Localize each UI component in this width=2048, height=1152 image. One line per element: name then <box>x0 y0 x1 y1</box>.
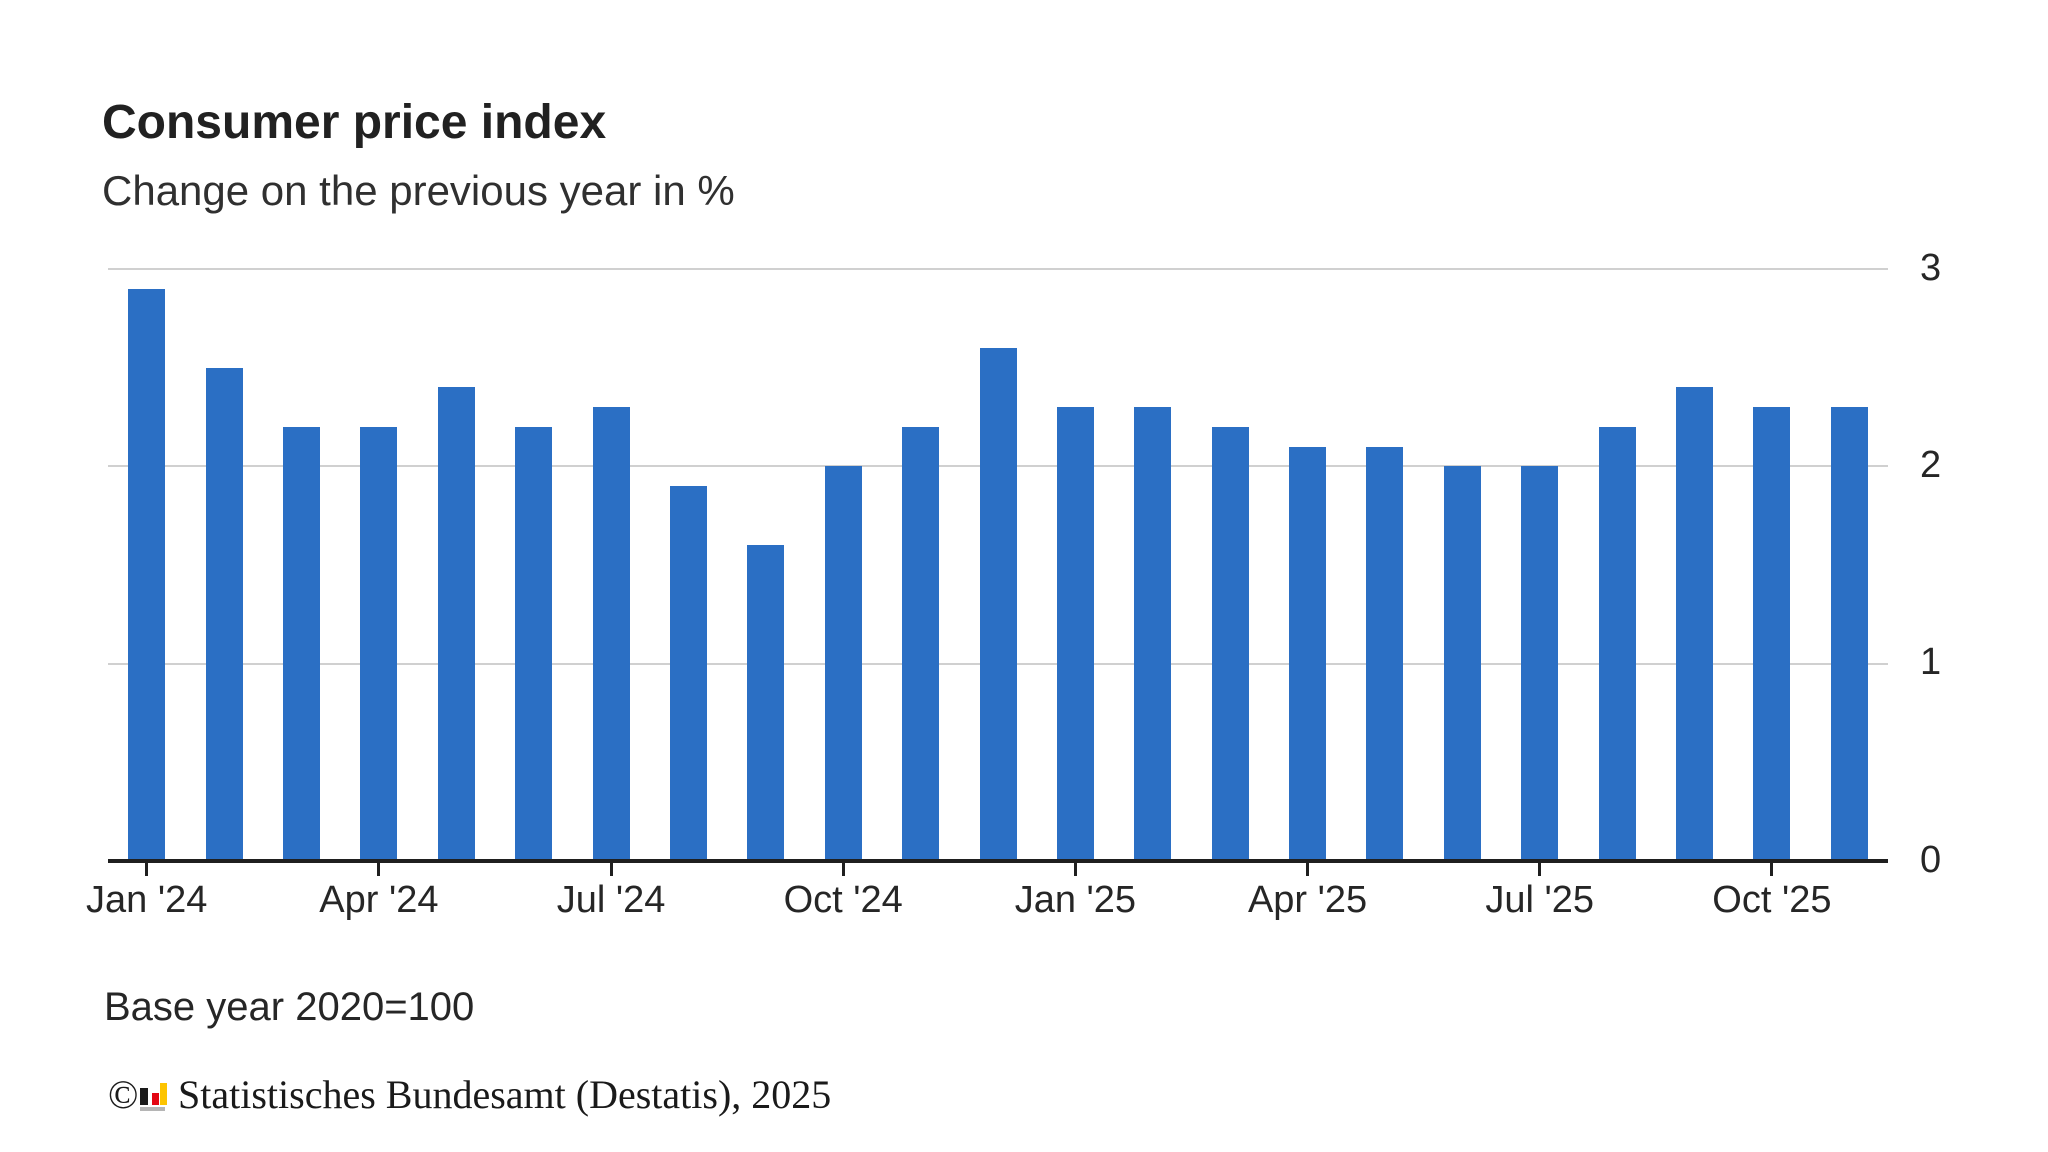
gridline-3 <box>108 268 1888 270</box>
logo-gold-bar <box>160 1083 167 1105</box>
x-axis-label: Oct '25 <box>1712 879 1832 921</box>
bar-nov-24[interactable] <box>902 426 940 861</box>
bar-aug-25[interactable] <box>1598 426 1636 861</box>
x-axis-label: Jan '24 <box>86 879 208 921</box>
base-year-note: Base year 2020=100 <box>104 985 475 1029</box>
plot-area: 0 1 2 3 Jan '24 Apr '24 Jul '24 Oct '24 Jan '25 A… <box>86 249 1941 920</box>
chart-subtitle: Change on the previous year in % <box>102 167 735 214</box>
bar-jun-24[interactable] <box>515 426 553 861</box>
bar-jan-24[interactable] <box>128 288 166 861</box>
bar-aug-24[interactable] <box>669 486 707 861</box>
y-axis-label: 2 <box>1920 443 1942 486</box>
copyright-symbol: © <box>108 1072 139 1117</box>
bar-apr-25[interactable] <box>1289 446 1327 861</box>
logo-gray-base <box>140 1107 165 1111</box>
x-axis-label: Jul '25 <box>1485 879 1595 921</box>
x-axis-line <box>108 859 1888 863</box>
x-axis-tick <box>1073 863 1077 876</box>
destatis-logo-icon <box>140 1083 167 1111</box>
x-axis-tick <box>145 863 149 876</box>
bar-oct-24[interactable] <box>824 466 862 861</box>
bar-feb-24[interactable] <box>205 367 243 861</box>
y-axis-label: 0 <box>1920 838 1942 881</box>
bar-oct-25[interactable] <box>1753 407 1791 861</box>
bar-feb-25[interactable] <box>1134 407 1172 861</box>
x-axis-label: Jan '25 <box>1014 879 1137 921</box>
logo-black-bar <box>140 1088 148 1105</box>
bar-apr-24[interactable] <box>360 426 398 861</box>
x-axis-tick <box>377 863 381 876</box>
y-axis-label: 3 <box>1920 246 1942 289</box>
x-axis-tick <box>1770 863 1774 876</box>
x-axis-label: Apr '24 <box>319 879 439 921</box>
chart-title: Consumer price index <box>102 96 607 149</box>
bar-may-24[interactable] <box>437 387 475 861</box>
bar-jun-25[interactable] <box>1443 466 1481 861</box>
y-axis-label: 1 <box>1920 641 1942 684</box>
copyright-line: © Statistisches Bundesamt (Destatis), 20… <box>104 1075 1004 1119</box>
bar-jul-24[interactable] <box>592 407 630 861</box>
x-axis-tick <box>841 863 845 876</box>
bar-jan-25[interactable] <box>1056 407 1094 861</box>
logo-red-bar <box>152 1093 159 1105</box>
bar-dec-24[interactable] <box>979 347 1017 861</box>
x-axis-label: Jul '24 <box>556 879 666 921</box>
x-axis-tick <box>1538 863 1542 876</box>
bar-may-25[interactable] <box>1366 446 1404 861</box>
bar-mar-24[interactable] <box>282 426 320 861</box>
x-axis-tick <box>609 863 613 876</box>
bar-sep-24[interactable] <box>747 545 785 861</box>
bar-sep-25[interactable] <box>1676 387 1714 861</box>
x-axis-label: Oct '24 <box>783 879 903 921</box>
bar-jul-25[interactable] <box>1521 466 1559 861</box>
copyright-text: Statistisches Bundesamt (Destatis), 2025 <box>178 1072 832 1117</box>
bar-mar-25[interactable] <box>1211 426 1249 861</box>
x-axis-tick <box>1306 863 1310 876</box>
x-axis-label: Apr '25 <box>1247 879 1368 921</box>
bar-nov-25[interactable] <box>1830 407 1868 861</box>
